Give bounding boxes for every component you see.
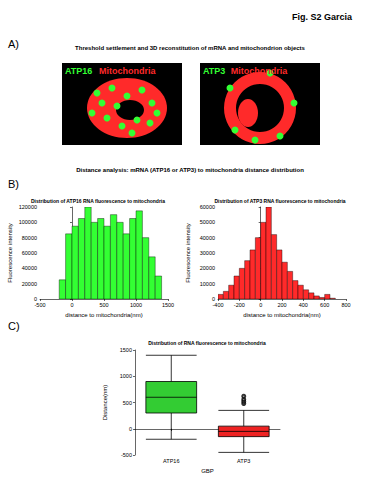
svg-text:-500: -500 (34, 302, 45, 308)
svg-text:500: 500 (99, 302, 108, 308)
svg-text:-500: -500 (121, 452, 132, 458)
svg-text:Distance(nm): Distance(nm) (102, 385, 108, 421)
svg-text:40000: 40000 (200, 235, 215, 241)
svg-text:Threshold settlement and 3D re: Threshold settlement and 3D reconstituti… (75, 45, 305, 51)
svg-text:-200: -200 (234, 302, 245, 308)
svg-text:Distance analysis: mRNA (ATP16: Distance analysis: mRNA (ATP16 or ATP3) … (76, 167, 304, 173)
svg-text:Fluorescence intensity: Fluorescence intensity (7, 223, 13, 283)
svg-text:800: 800 (341, 302, 350, 308)
svg-text:0: 0 (211, 296, 215, 302)
svg-text:0: 0 (129, 426, 132, 432)
svg-text:1000: 1000 (130, 302, 142, 308)
svg-text:Distribution of ATP3 RNA fluor: Distribution of ATP3 RNA fluorescence to… (214, 198, 345, 204)
svg-text:60000: 60000 (200, 204, 215, 210)
svg-text:60000: 60000 (22, 250, 37, 256)
svg-text:Distribution of RNA fluorescen: Distribution of RNA fluorescence to mito… (148, 340, 266, 346)
svg-text:GBP: GBP (201, 468, 214, 474)
svg-text:Mitochondria: Mitochondria (231, 66, 288, 76)
svg-text:200: 200 (277, 302, 286, 308)
svg-text:500: 500 (123, 400, 132, 406)
svg-text:100000: 100000 (19, 219, 37, 225)
svg-text:10000: 10000 (200, 281, 215, 287)
svg-text:Fig. S2 Garcia: Fig. S2 Garcia (292, 12, 353, 22)
svg-text:30000: 30000 (200, 250, 215, 256)
svg-text:distance to mitochondria(nm): distance to mitochondria(nm) (65, 312, 142, 318)
svg-text:0: 0 (33, 296, 37, 302)
svg-text:400: 400 (299, 302, 308, 308)
svg-text:120000: 120000 (19, 204, 37, 210)
svg-text:80000: 80000 (22, 235, 37, 241)
svg-text:1500: 1500 (162, 302, 174, 308)
svg-text:distance to mitochondria(nm): distance to mitochondria(nm) (243, 312, 320, 318)
svg-text:600: 600 (320, 302, 329, 308)
svg-text:ATP16: ATP16 (163, 458, 179, 464)
svg-text:Distribution of ATP16 RNA fluo: Distribution of ATP16 RNA fluorescence t… (31, 198, 165, 204)
svg-text:50000: 50000 (200, 219, 215, 225)
svg-text:1500: 1500 (120, 347, 132, 353)
svg-text:40000: 40000 (22, 265, 37, 271)
svg-text:-400: -400 (212, 302, 223, 308)
svg-text:ATP3: ATP3 (237, 458, 250, 464)
svg-text:0: 0 (70, 302, 73, 308)
svg-text:ATP16: ATP16 (65, 66, 92, 76)
svg-text:Mitochondria: Mitochondria (99, 66, 156, 76)
svg-text:Fluorescence intensity: Fluorescence intensity (185, 223, 191, 283)
svg-text:20000: 20000 (22, 281, 37, 287)
svg-text:20000: 20000 (200, 265, 215, 271)
svg-text:A): A) (8, 38, 19, 50)
svg-text:1000: 1000 (120, 373, 132, 379)
svg-text:B): B) (8, 178, 19, 190)
svg-text:ATP3: ATP3 (203, 66, 225, 76)
svg-text:C): C) (8, 320, 20, 332)
svg-text:0: 0 (259, 302, 262, 308)
